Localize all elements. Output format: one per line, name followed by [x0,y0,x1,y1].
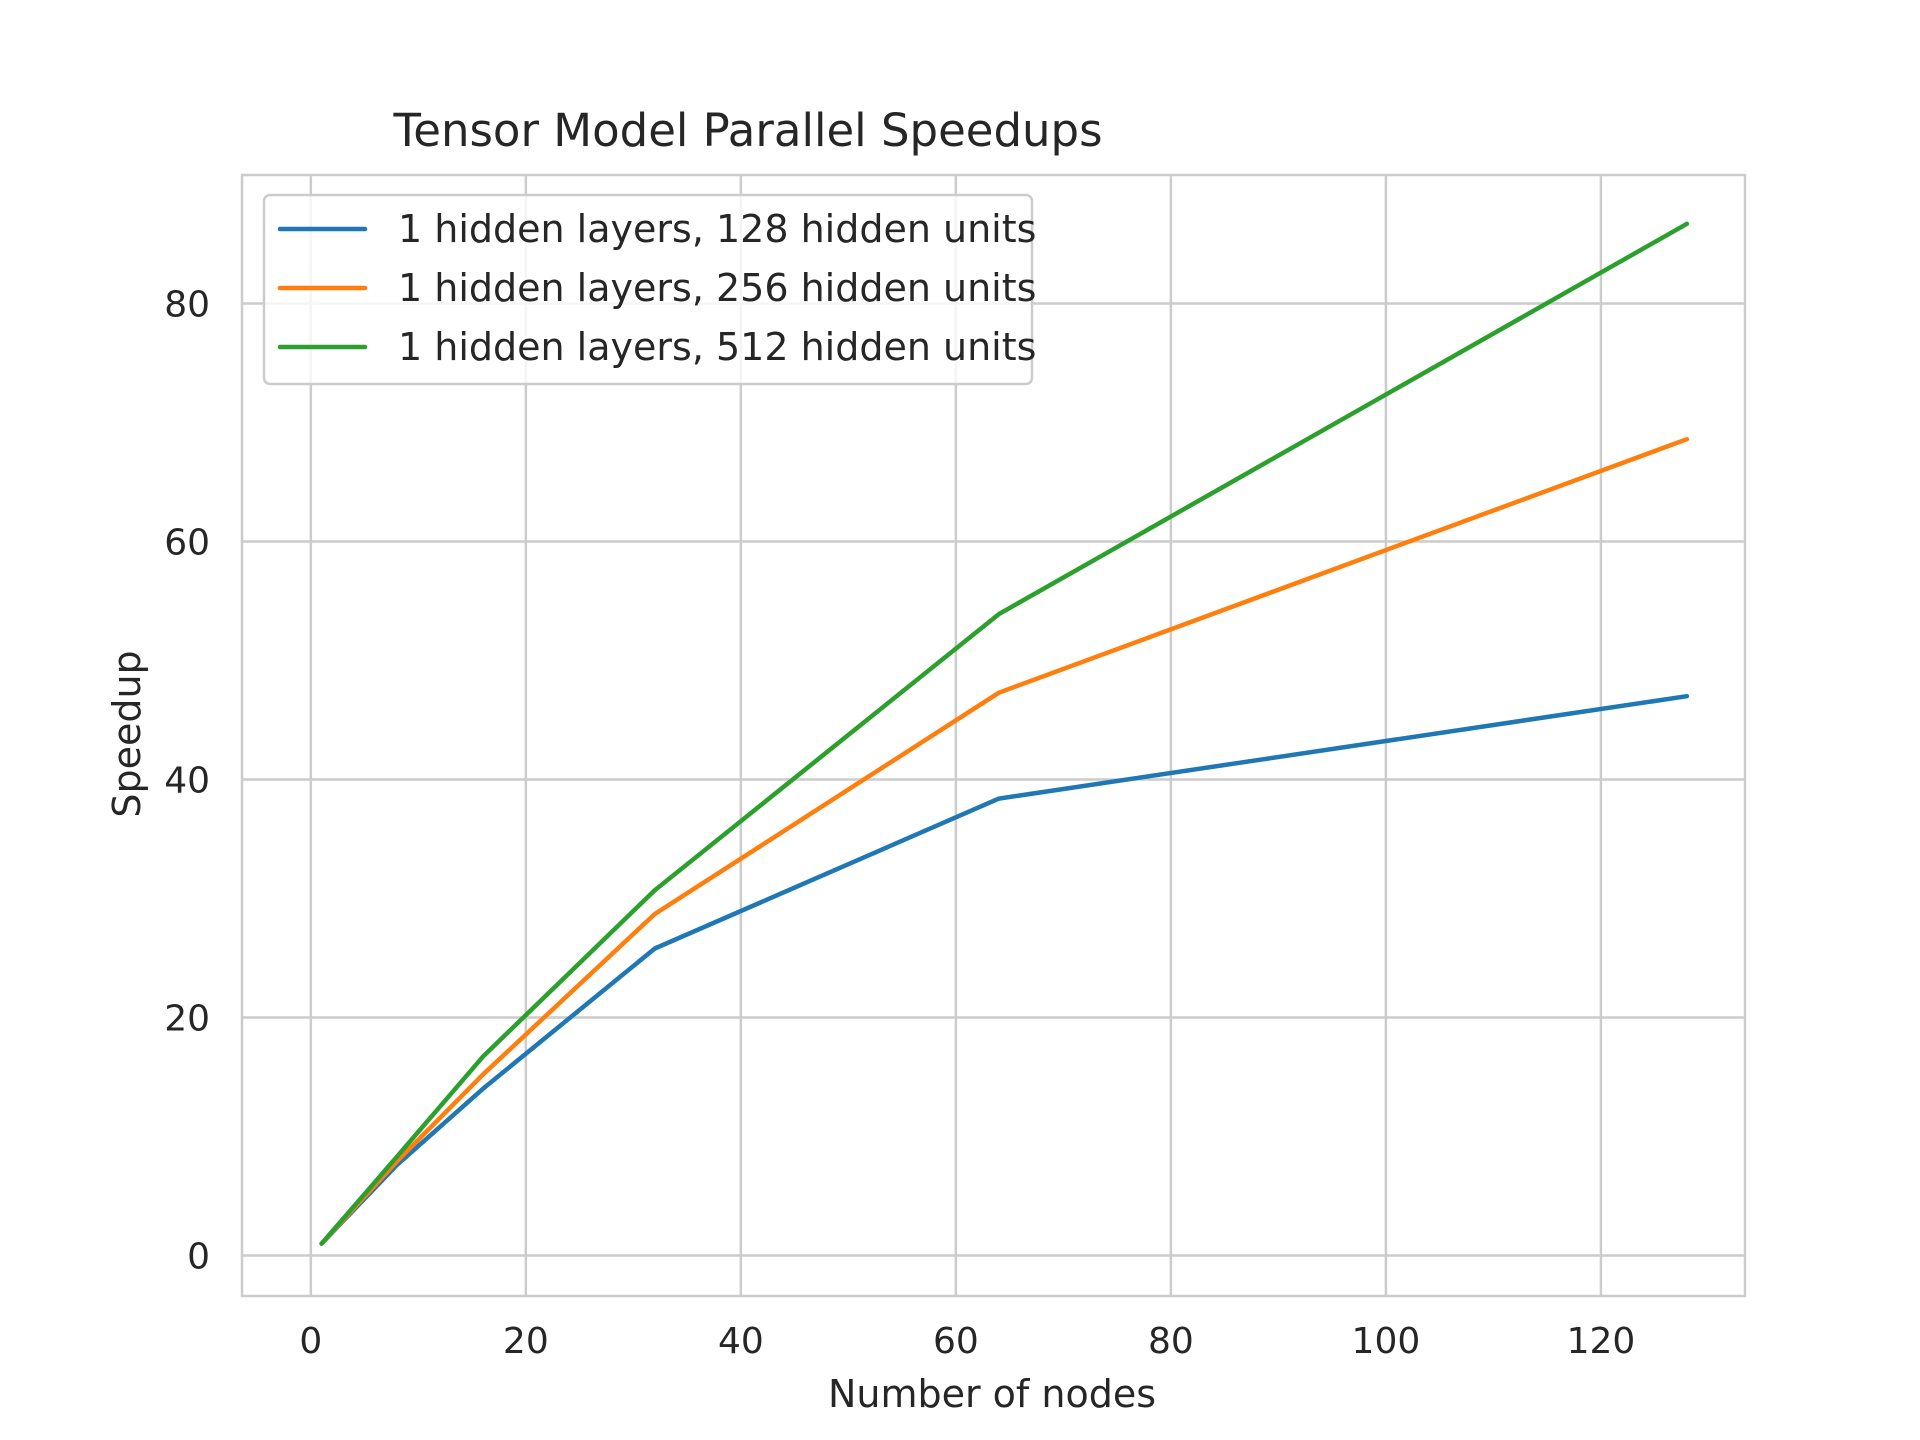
x-tick-labels: 0 20 40 60 80 100 120 [299,1321,1635,1362]
y-tick-label: 0 [187,1237,210,1278]
y-tick-labels: 0 20 40 60 80 [164,285,210,1278]
x-tick-label: 20 [503,1321,549,1362]
legend-box [262,193,1034,386]
series-lines [319,221,1690,1246]
chart-title: Tensor Model Parallel Speedups [392,104,1102,157]
series-line-3 [319,221,1690,1246]
x-tick-label: 0 [299,1321,322,1362]
series-line-2 [319,436,1690,1246]
legend: 1 hidden layers, 128 hidden units 1 hidde… [262,193,1036,386]
x-tick-label: 80 [1148,1321,1194,1362]
y-tick-label: 60 [164,523,210,564]
y-tick-label: 40 [164,761,210,802]
legend-label-1: 1 hidden layers, 128 hidden units [398,207,1036,251]
y-tick-label: 20 [164,999,210,1040]
legend-label-3: 1 hidden layers, 512 hidden units [398,325,1036,369]
y-tick-label: 80 [164,285,210,326]
legend-label-2: 1 hidden layers, 256 hidden units [398,266,1036,310]
y-axis-label: Speedup [105,650,149,817]
x-axis-label: Number of nodes [828,1372,1156,1416]
x-tick-label: 60 [933,1321,979,1362]
x-tick-label: 120 [1567,1321,1636,1362]
plot-frame [240,173,1747,1298]
x-tick-label: 40 [718,1321,764,1362]
legend-items: 1 hidden layers, 128 hidden units 1 hidde… [277,207,1036,369]
x-tick-label: 100 [1352,1321,1421,1362]
